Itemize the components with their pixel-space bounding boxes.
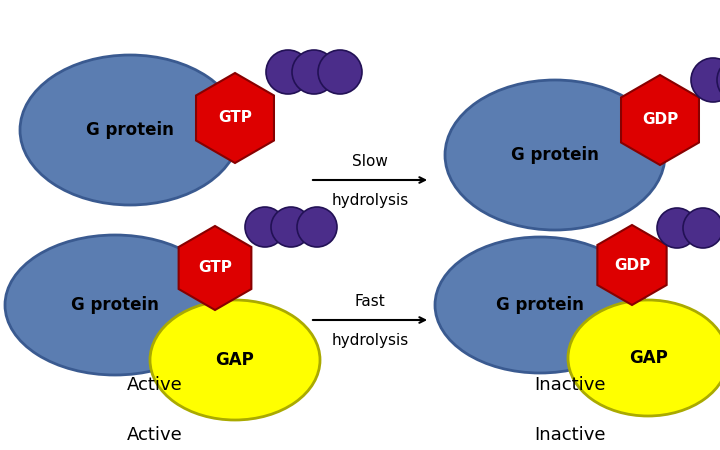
Ellipse shape <box>5 235 225 375</box>
Text: G protein: G protein <box>86 121 174 139</box>
Ellipse shape <box>445 80 665 230</box>
Text: G protein: G protein <box>71 296 159 314</box>
Circle shape <box>271 207 311 247</box>
Text: G protein: G protein <box>511 146 599 164</box>
Text: GDP: GDP <box>642 112 678 127</box>
Polygon shape <box>196 73 274 163</box>
Ellipse shape <box>20 55 240 205</box>
Polygon shape <box>179 226 251 310</box>
Text: G protein: G protein <box>496 296 584 314</box>
Ellipse shape <box>435 237 645 373</box>
Text: GTP: GTP <box>198 261 232 275</box>
Circle shape <box>657 208 697 248</box>
Text: Inactive: Inactive <box>534 376 606 394</box>
Ellipse shape <box>150 300 320 420</box>
Text: GDP: GDP <box>614 257 650 273</box>
Circle shape <box>266 50 310 94</box>
Text: hydrolysis: hydrolysis <box>331 333 409 347</box>
Circle shape <box>683 208 720 248</box>
Text: Fast: Fast <box>355 294 385 310</box>
Circle shape <box>245 207 285 247</box>
Text: Active: Active <box>127 376 183 394</box>
Circle shape <box>318 50 362 94</box>
Text: Slow: Slow <box>352 154 388 170</box>
Text: hydrolysis: hydrolysis <box>331 193 409 207</box>
Polygon shape <box>598 225 667 305</box>
Text: GAP: GAP <box>629 349 667 367</box>
Circle shape <box>691 58 720 102</box>
Circle shape <box>297 207 337 247</box>
Text: GTP: GTP <box>218 111 252 126</box>
Text: Inactive: Inactive <box>534 426 606 444</box>
Ellipse shape <box>568 300 720 416</box>
Text: GAP: GAP <box>215 351 254 369</box>
Circle shape <box>717 58 720 102</box>
Text: Active: Active <box>127 426 183 444</box>
Circle shape <box>292 50 336 94</box>
Polygon shape <box>621 75 699 165</box>
